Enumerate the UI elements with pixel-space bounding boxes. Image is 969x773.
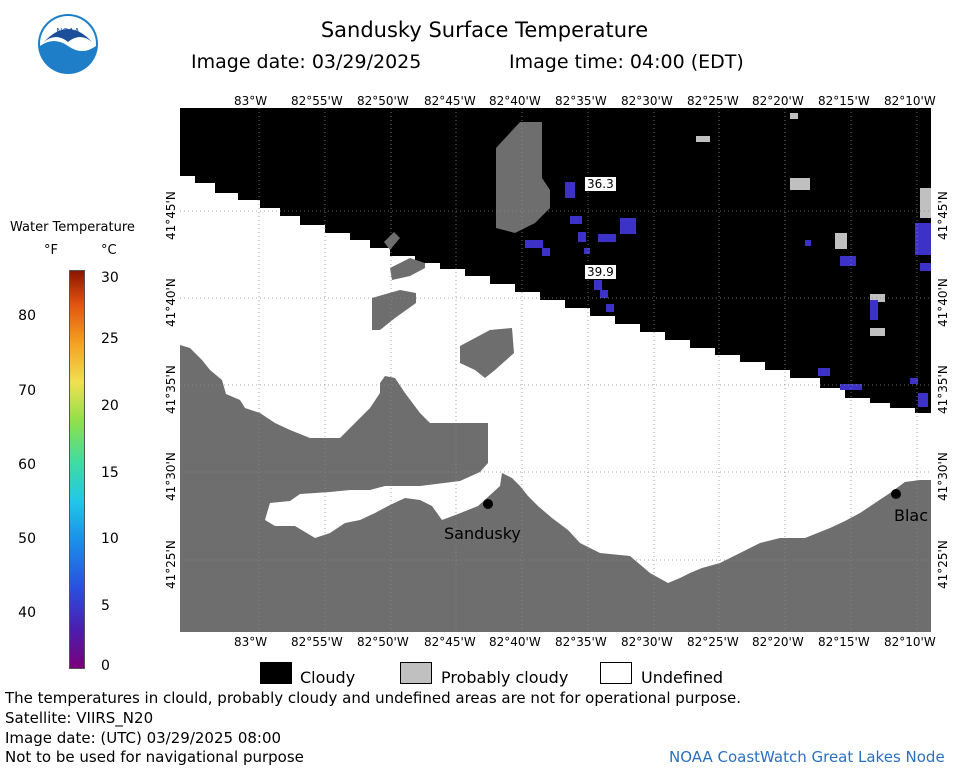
lon-label-bottom: 82°55'W	[291, 635, 343, 649]
probably-cloudy-swatch	[400, 662, 432, 684]
probably-cloudy-label: Probably cloudy	[441, 668, 569, 687]
black-river-marker	[891, 489, 901, 499]
probably-cloudy-pixel	[696, 136, 710, 142]
navigation-warning: Not to be used for navigational purpose	[5, 748, 304, 766]
temp-label: 39.9	[584, 264, 617, 280]
image-time: Image time: 04:00 (EDT)	[509, 51, 744, 73]
lon-label-bottom: 82°45'W	[424, 635, 476, 649]
c-tick: 10	[101, 531, 119, 547]
probably-cloudy-pixel	[870, 328, 885, 336]
cloudy-area	[180, 108, 931, 413]
lon-label-bottom: 83°W	[234, 635, 268, 649]
lat-label-left: 41°25'N	[164, 540, 178, 589]
chart-title: Sandusky Surface Temperature	[320, 18, 649, 42]
c-tick: 5	[101, 598, 110, 614]
lon-label-top: 82°15'W	[818, 94, 870, 108]
c-tick: 20	[101, 398, 119, 414]
probably-cloudy-pixel	[790, 178, 810, 190]
legend-unit-f: °F	[44, 243, 58, 258]
lat-label-right: 41°35'N	[936, 365, 950, 414]
land-patch	[390, 258, 425, 280]
lon-label-bottom: 82°20'W	[752, 635, 804, 649]
legend-unit-c: °C	[101, 243, 117, 258]
disclaimer-text: The temperatures in clould, probably clo…	[5, 689, 742, 707]
c-tick: 25	[101, 331, 119, 347]
svg-text:NOAA: NOAA	[56, 27, 80, 36]
city-label-black: Blac	[894, 506, 929, 525]
map-frame: 36.3 39.9 Sandusky Blac	[180, 108, 931, 632]
land-patch	[372, 290, 416, 330]
undefined-patch	[384, 232, 400, 250]
lon-label-top: 82°25'W	[687, 94, 739, 108]
lat-label-right: 41°30'N	[936, 452, 950, 501]
lon-label-top: 82°35'W	[555, 94, 607, 108]
lon-label-bottom: 82°50'W	[357, 635, 409, 649]
noaa-logo: NOAA	[38, 14, 98, 74]
coastwatch-node: NOAA CoastWatch Great Lakes Node	[669, 748, 945, 766]
lat-label-right: 41°25'N	[936, 540, 950, 589]
lat-label-left: 41°35'N	[164, 365, 178, 414]
lon-label-top: 83°W	[234, 94, 268, 108]
lat-label-left: 41°30'N	[164, 452, 178, 501]
undefined-patch	[496, 122, 550, 233]
undefined-label: Undefined	[641, 668, 724, 687]
temperature-map	[180, 108, 931, 632]
f-tick: 50	[18, 531, 36, 547]
f-tick: 40	[18, 605, 36, 621]
satellite-text: Satellite: VIIRS_N20	[5, 709, 154, 727]
lon-label-bottom: 82°30'W	[621, 635, 673, 649]
temp-label: 36.3	[584, 176, 617, 192]
cloudy-label: Cloudy	[300, 668, 356, 687]
f-tick: 80	[18, 308, 36, 324]
c-tick: 30	[101, 270, 119, 286]
lon-label-top: 82°55'W	[291, 94, 343, 108]
lat-label-right: 41°40'N	[936, 278, 950, 327]
lon-label-bottom: 82°40'W	[489, 635, 541, 649]
land-patch	[460, 328, 514, 378]
lon-label-top: 82°30'W	[621, 94, 673, 108]
cloudy-swatch	[260, 662, 292, 684]
lon-label-bottom: 82°15'W	[818, 635, 870, 649]
lon-label-top: 82°50'W	[357, 94, 409, 108]
graticule	[180, 108, 931, 632]
f-tick: 70	[18, 383, 36, 399]
lon-label-bottom: 82°10'W	[884, 635, 936, 649]
probably-cloudy-pixel	[790, 113, 798, 119]
lon-label-top: 82°45'W	[424, 94, 476, 108]
legend-title: Water Temperature	[10, 220, 135, 235]
image-date: Image date: 03/29/2025	[191, 51, 422, 73]
lon-label-top: 82°40'W	[489, 94, 541, 108]
lon-label-top: 82°20'W	[752, 94, 804, 108]
lon-label-bottom: 82°25'W	[687, 635, 739, 649]
probably-cloudy-pixel	[870, 294, 885, 302]
lat-label-right: 41°45'N	[936, 191, 950, 240]
lat-label-left: 41°45'N	[164, 191, 178, 240]
cold-water-pixels	[525, 182, 931, 407]
lat-label-left: 41°40'N	[164, 278, 178, 327]
sandusky-marker	[483, 499, 493, 509]
temperature-colorbar	[69, 270, 85, 669]
probably-cloudy-pixel	[920, 188, 931, 218]
utc-date-text: Image date: (UTC) 03/29/2025 08:00	[5, 729, 282, 747]
lon-label-top: 82°10'W	[884, 94, 936, 108]
lon-label-bottom: 82°35'W	[555, 635, 607, 649]
probably-cloudy-pixel	[835, 233, 847, 249]
f-tick: 60	[18, 457, 36, 473]
undefined-swatch	[600, 662, 632, 684]
c-tick: 0	[101, 658, 110, 674]
city-label-sandusky: Sandusky	[444, 524, 521, 543]
c-tick: 15	[101, 465, 119, 481]
land-area	[180, 345, 931, 632]
